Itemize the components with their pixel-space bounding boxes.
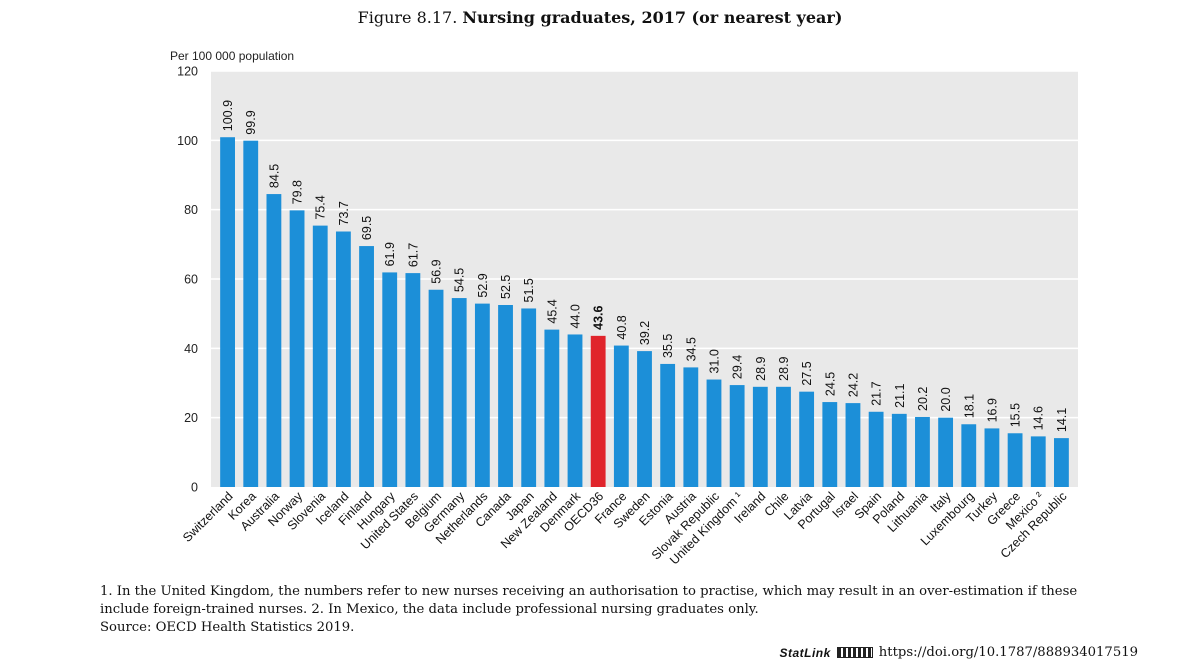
bar bbox=[382, 272, 398, 487]
bar bbox=[289, 210, 305, 488]
bar bbox=[868, 411, 884, 487]
bar bbox=[266, 194, 282, 488]
bar bbox=[1030, 436, 1046, 487]
bar bbox=[1054, 438, 1069, 487]
bar bbox=[984, 428, 1000, 487]
bar bbox=[660, 363, 676, 487]
barcode-icon bbox=[836, 647, 873, 658]
value-label: 79.8 bbox=[291, 180, 305, 204]
bar bbox=[1007, 433, 1023, 487]
value-label: 24.5 bbox=[823, 372, 837, 396]
value-label: 16.9 bbox=[985, 398, 999, 422]
statlink-logo: StatLink bbox=[779, 645, 831, 660]
value-label: 61.9 bbox=[383, 242, 397, 266]
bar bbox=[451, 298, 467, 487]
bar bbox=[544, 329, 560, 487]
value-label: 52.5 bbox=[499, 275, 513, 299]
bar bbox=[799, 391, 815, 487]
bar bbox=[613, 345, 629, 487]
bar bbox=[405, 273, 421, 487]
value-label: 35.5 bbox=[661, 334, 675, 358]
value-label: 20.0 bbox=[939, 387, 953, 411]
bar bbox=[474, 303, 490, 487]
bar bbox=[312, 225, 328, 487]
y-tick-label: 0 bbox=[191, 481, 198, 495]
y-tick-label: 120 bbox=[177, 65, 198, 79]
value-label: 84.5 bbox=[267, 164, 281, 188]
y-tick-label: 40 bbox=[184, 342, 198, 356]
bar bbox=[938, 417, 954, 487]
value-label: 34.5 bbox=[684, 337, 698, 361]
value-label: 45.4 bbox=[545, 299, 559, 323]
value-label: 28.9 bbox=[754, 356, 768, 380]
value-label: 69.5 bbox=[360, 216, 374, 240]
statlink: StatLink https://doi.org/10.1787/8889340… bbox=[779, 645, 1138, 660]
value-label: 21.7 bbox=[870, 381, 884, 405]
bar bbox=[220, 137, 235, 488]
footnote-line-1: 1. In the United Kingdom, the numbers re… bbox=[100, 584, 1078, 599]
bar bbox=[845, 403, 861, 487]
bar bbox=[521, 308, 537, 487]
value-label: 52.9 bbox=[476, 273, 490, 297]
value-label: 100.9 bbox=[221, 100, 235, 131]
value-label: 39.2 bbox=[638, 321, 652, 345]
value-label: 75.4 bbox=[314, 195, 328, 219]
bar bbox=[961, 424, 977, 487]
bar bbox=[822, 402, 838, 487]
y-tick-label: 100 bbox=[177, 134, 198, 148]
bar bbox=[915, 416, 930, 487]
value-label: 40.8 bbox=[615, 315, 629, 339]
value-label: 21.1 bbox=[893, 383, 907, 407]
figure-title: Figure 8.17. Nursing graduates, 2017 (or… bbox=[0, 8, 1200, 27]
value-label: 54.5 bbox=[453, 268, 467, 292]
value-label: 14.1 bbox=[1055, 408, 1069, 432]
y-tick-label: 80 bbox=[184, 203, 198, 217]
y-tick-label: 60 bbox=[184, 273, 198, 287]
bar bbox=[567, 334, 583, 487]
bar bbox=[498, 305, 513, 487]
bar bbox=[752, 386, 768, 487]
bar bbox=[637, 351, 652, 487]
bar bbox=[359, 246, 374, 487]
bar bbox=[243, 140, 259, 487]
bar bbox=[776, 386, 791, 487]
value-label: 43.6 bbox=[592, 305, 606, 329]
footnotes: 1. In the United Kingdom, the numbers re… bbox=[100, 583, 1160, 637]
bar bbox=[683, 367, 699, 487]
bar bbox=[706, 379, 722, 487]
bar bbox=[891, 413, 907, 487]
value-label: 28.9 bbox=[777, 356, 791, 380]
value-label: 24.2 bbox=[846, 373, 860, 397]
footnote-line-2: include foreign-trained nurses. 2. In Me… bbox=[100, 602, 759, 617]
value-label: 27.5 bbox=[800, 361, 814, 385]
bar bbox=[428, 289, 444, 487]
category-label: Switzerland bbox=[180, 489, 236, 545]
value-label: 56.9 bbox=[430, 259, 444, 283]
value-label: 51.5 bbox=[522, 278, 536, 302]
bar bbox=[729, 385, 745, 487]
value-label: 73.7 bbox=[337, 201, 351, 225]
figure-number: Figure 8.17. bbox=[357, 8, 458, 27]
value-label: 31.0 bbox=[707, 349, 721, 373]
value-label: 14.6 bbox=[1032, 406, 1046, 430]
value-label: 44.0 bbox=[569, 304, 583, 328]
value-label: 18.1 bbox=[962, 394, 976, 418]
statlink-url[interactable]: https://doi.org/10.1787/888934017519 bbox=[878, 645, 1138, 660]
bar bbox=[335, 231, 351, 487]
figure-title-text: Nursing graduates, 2017 (or nearest year… bbox=[462, 8, 843, 27]
value-label: 29.4 bbox=[731, 355, 745, 379]
value-label: 61.7 bbox=[406, 243, 420, 267]
y-axis-label: Per 100 000 population bbox=[170, 49, 294, 63]
value-label: 15.5 bbox=[1009, 403, 1023, 427]
y-tick-label: 20 bbox=[184, 411, 198, 425]
source-note: Source: OECD Health Statistics 2019. bbox=[100, 620, 355, 635]
bar-chart: 0 20 40 60 80 100 120 Per 100 000 population 100… bbox=[170, 49, 1078, 567]
value-label: 20.2 bbox=[916, 387, 930, 411]
value-label: 99.9 bbox=[244, 110, 258, 134]
bar bbox=[590, 335, 606, 487]
